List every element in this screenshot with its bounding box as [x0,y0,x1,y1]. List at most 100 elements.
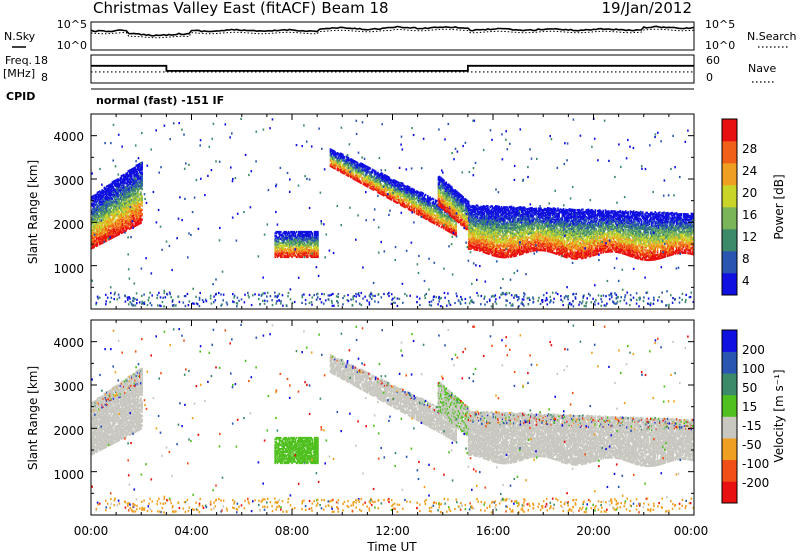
power-cell [133,167,135,170]
power-cell [456,216,459,219]
power-cell [339,155,342,158]
power-cell [509,228,512,231]
power-cell [478,211,480,215]
power-cell [413,193,415,196]
power-cell [117,199,119,202]
power-cell [140,212,142,215]
power-cell [334,164,336,167]
power-cell [355,176,358,179]
power-cell [351,167,353,170]
power-cell [422,205,425,208]
power-cell [100,242,102,245]
freq-label-line1: Freq. [5,54,32,67]
power-cell [105,213,108,216]
power-cell [136,209,139,212]
power-cell [116,178,118,181]
power-cell [305,243,308,246]
power-cell [406,199,409,202]
power-cell [421,196,423,199]
power-cell [290,235,292,238]
power-cell [108,221,110,224]
power-cell [499,251,502,254]
power-cell [123,226,125,229]
power-cell [310,246,312,249]
power-cell [342,163,344,166]
power-cell [367,170,369,173]
power-cell [345,163,348,167]
power-cell [353,178,356,181]
power-cell [365,175,368,178]
power-cell [474,244,477,247]
power-cell [135,186,138,189]
power-cell [444,215,446,218]
power-cell [495,223,497,226]
power-cell [489,221,491,224]
power-cell [136,208,139,211]
power-cell [406,204,409,207]
power-cell [97,236,100,239]
power-cell [495,227,497,230]
power-cell [355,172,358,175]
power-cell [419,211,421,214]
power-cell [499,232,502,235]
power-cell [501,220,504,223]
power-cell [284,236,287,239]
power-cell [309,236,311,239]
power-cell [438,192,441,195]
power-cell [491,220,494,223]
power-cell [115,205,117,208]
power-cell [104,233,107,236]
power-cell [132,192,134,195]
power-cell [398,187,401,190]
power-cell [401,194,403,197]
power-cell [352,166,354,169]
power-cell [445,220,447,223]
power-cell [285,239,288,242]
power-cell [411,201,413,204]
power-cell [275,243,278,246]
power-cell [126,183,128,186]
power-cell [352,159,354,162]
power-cell [105,235,108,238]
power-cell [274,254,276,257]
power-cell [121,225,124,228]
power-cell [506,239,508,242]
power-cell [482,246,485,249]
power-cell [119,213,122,216]
power-cell [389,193,392,196]
power-cell [484,237,487,240]
power-cell [470,239,472,242]
power-cell [96,216,99,219]
power-cell [487,205,489,208]
power-cell [117,208,119,211]
power-cell [292,247,294,250]
power-cell [109,210,111,213]
power-cell [280,251,282,254]
power-cell [107,190,109,193]
power-cell [95,231,98,234]
power-cell [350,159,352,162]
power-cell [497,222,499,225]
power-cell [390,194,393,197]
power-cell [404,196,406,199]
power-cell [443,207,445,210]
power-cell [414,190,417,194]
power-cell [488,250,490,253]
power-cell [278,232,281,235]
power-cell [445,189,448,192]
power-cell [354,178,357,181]
power-cell [119,195,122,198]
power-cell [498,252,500,256]
power-cell [117,233,119,236]
power-cell [123,178,125,181]
power-cell [131,222,133,225]
power-cell [495,217,497,220]
power-cell [493,253,496,256]
power-cell [452,212,454,215]
power-cell [499,250,502,253]
power-cell [504,246,506,249]
power-cell [112,224,115,228]
date-title: 19/Jan/2012 [602,0,693,17]
power-cell [108,188,110,191]
power-cell [92,239,94,242]
